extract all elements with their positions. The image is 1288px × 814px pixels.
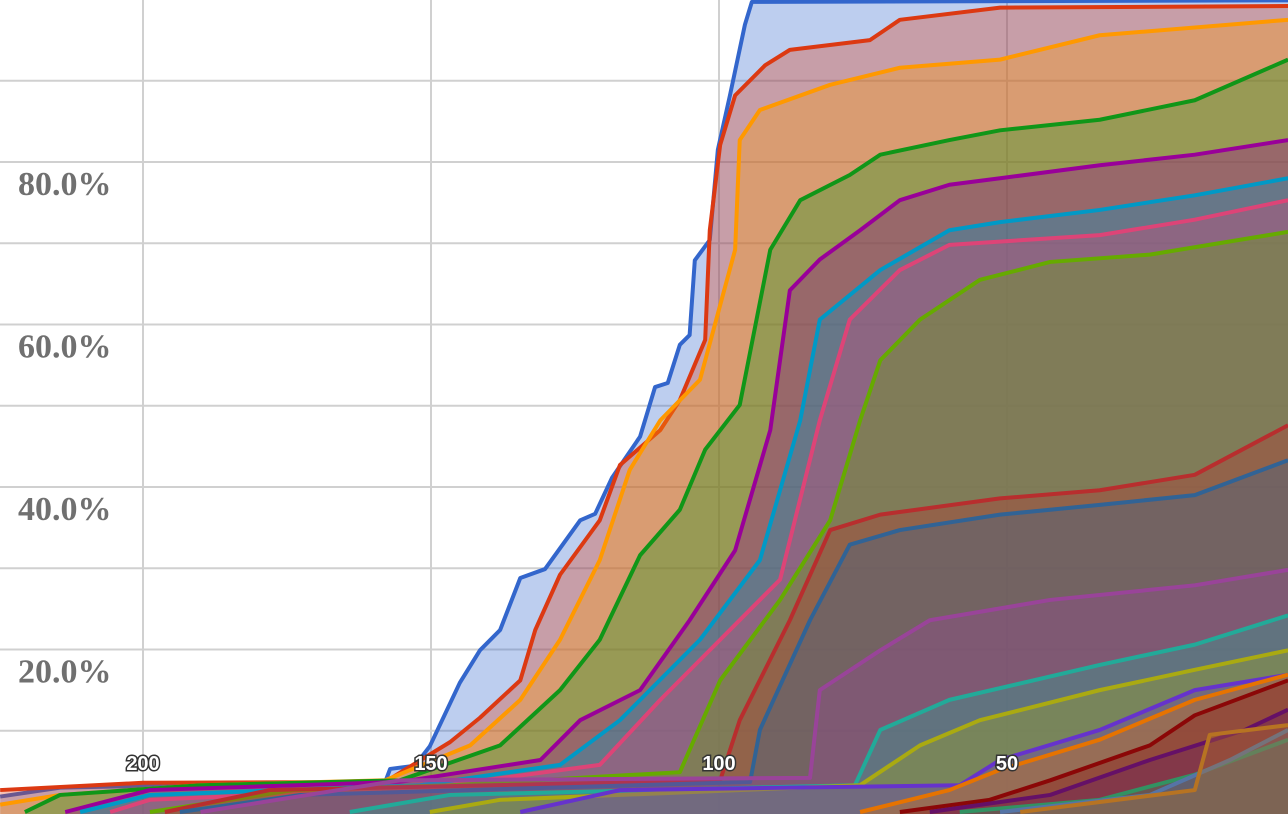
series-line-15: [859, 672, 1288, 814]
series-area-17: [929, 709, 1288, 814]
series-line-9: [164, 423, 1288, 814]
series-line-20: [1019, 723, 1288, 814]
x-tick-label: 100: [702, 753, 735, 775]
series-area-10: [179, 460, 1288, 814]
series-line-13: [429, 648, 1288, 814]
series-line-14: [519, 672, 1288, 814]
series-line-5: [64, 138, 1288, 814]
series-line-17: [929, 707, 1288, 814]
x-tick-label: 150: [414, 753, 447, 775]
series-line-12: [349, 613, 1288, 814]
x-axis-labels: 200 150 100 50: [125, 752, 1020, 777]
series-area-19: [1000, 729, 1288, 814]
series-line-8: [149, 229, 1288, 814]
series-area-5: [65, 140, 1288, 814]
series-area-8: [149, 231, 1288, 814]
series-line-4: [24, 57, 1288, 814]
series-area-16: [899, 680, 1288, 814]
series-area-20: [1020, 725, 1288, 814]
series-area-6: [80, 178, 1288, 814]
y-tick-label: 60.0%: [18, 329, 112, 366]
series-area-12: [349, 615, 1288, 814]
series-area-11: [200, 569, 1288, 814]
series-line-2: [0, 4, 1288, 793]
series-area-18: [959, 739, 1288, 814]
series-area-9: [164, 425, 1288, 814]
y-axis-labels: 20.0% 40.0% 60.0% 80.0%: [18, 166, 112, 691]
series-area-4: [24, 59, 1288, 814]
series-line-18: [959, 737, 1288, 814]
y-tick-label: 80.0%: [18, 166, 112, 203]
x-tick-label: 50: [996, 753, 1018, 775]
y-tick-label: 40.0%: [18, 491, 112, 528]
x-tick-label: 200: [126, 753, 159, 775]
series-line-11: [200, 567, 1288, 814]
series-line-16: [899, 678, 1288, 814]
series-area-7: [110, 200, 1288, 814]
y-tick-label: 20.0%: [18, 654, 112, 691]
series-line-10: [179, 458, 1288, 814]
series-area-2: [0, 6, 1288, 814]
